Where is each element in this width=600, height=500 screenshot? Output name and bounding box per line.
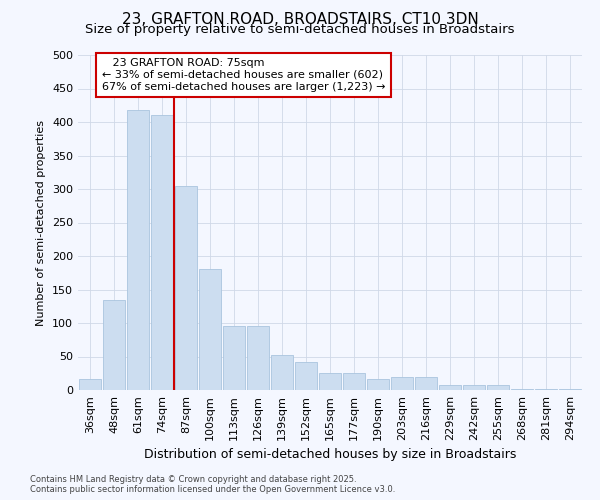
X-axis label: Distribution of semi-detached houses by size in Broadstairs: Distribution of semi-detached houses by …	[144, 448, 516, 462]
Bar	[103, 300, 125, 390]
Bar	[367, 380, 389, 390]
Bar	[175, 186, 197, 390]
Bar	[343, 372, 365, 390]
Text: 23 GRAFTON ROAD: 75sqm
← 33% of semi-detached houses are smaller (602)
67% of se: 23 GRAFTON ROAD: 75sqm ← 33% of semi-det…	[102, 58, 386, 92]
Bar	[511, 388, 533, 390]
Bar	[559, 388, 581, 390]
Bar	[127, 110, 149, 390]
Bar	[79, 378, 101, 390]
Bar	[487, 386, 509, 390]
Bar	[391, 376, 413, 390]
Bar	[535, 388, 557, 390]
Bar	[463, 386, 485, 390]
Y-axis label: Number of semi-detached properties: Number of semi-detached properties	[37, 120, 46, 326]
Bar	[439, 386, 461, 390]
Text: Contains HM Land Registry data © Crown copyright and database right 2025.
Contai: Contains HM Land Registry data © Crown c…	[30, 474, 395, 494]
Text: 23, GRAFTON ROAD, BROADSTAIRS, CT10 3DN: 23, GRAFTON ROAD, BROADSTAIRS, CT10 3DN	[122, 12, 478, 28]
Bar	[223, 326, 245, 390]
Text: Size of property relative to semi-detached houses in Broadstairs: Size of property relative to semi-detach…	[85, 22, 515, 36]
Bar	[319, 372, 341, 390]
Bar	[247, 326, 269, 390]
Bar	[199, 270, 221, 390]
Bar	[295, 362, 317, 390]
Bar	[151, 116, 173, 390]
Bar	[271, 355, 293, 390]
Bar	[415, 376, 437, 390]
